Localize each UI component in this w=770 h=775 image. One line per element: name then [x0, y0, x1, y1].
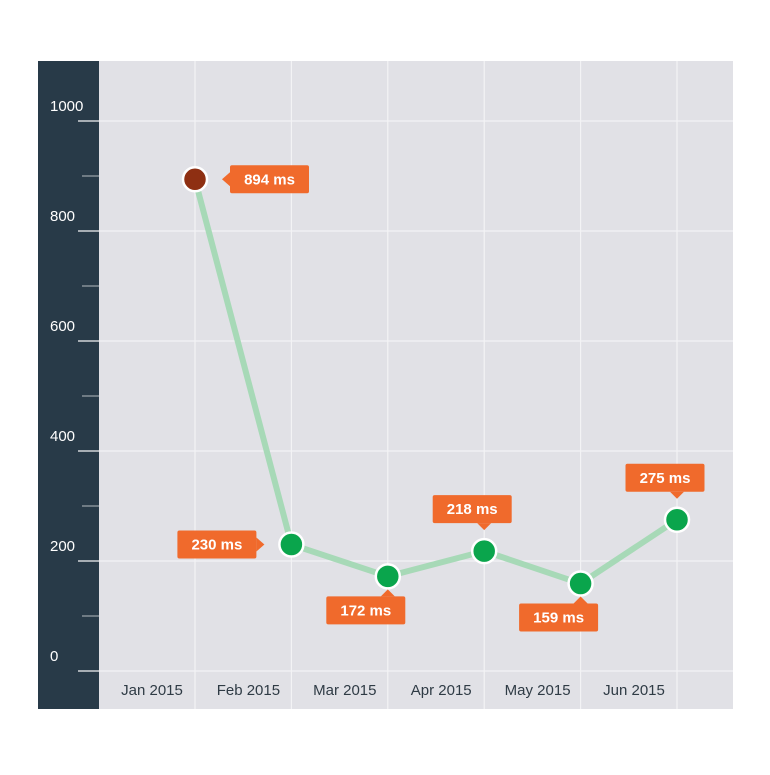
data-point	[374, 563, 402, 590]
data-label-text: 275 ms	[640, 470, 691, 487]
data-labels-layer: 894 ms 230 ms 172 ms 218 ms 159 ms 275 ms	[177, 165, 705, 632]
data-label-pointer	[380, 589, 395, 597]
x-tick-label: Feb 2015	[217, 682, 280, 699]
y-tick-label: 1000	[50, 98, 83, 115]
data-label: 894 ms	[222, 165, 309, 194]
data-label: 275 ms	[625, 463, 705, 499]
data-label-box	[519, 603, 599, 632]
series-line	[192, 176, 680, 587]
data-label-text: 230 ms	[191, 537, 242, 554]
y-tick-label: 200	[50, 538, 75, 555]
x-tick-label: Apr 2015	[411, 682, 472, 699]
x-tick-label: Mar 2015	[313, 682, 376, 699]
y-tick-label: 400	[50, 428, 75, 445]
data-label-text: 894 ms	[244, 171, 295, 188]
data-label-pointer	[670, 491, 684, 499]
data-label-box	[326, 596, 406, 625]
data-label-box	[432, 495, 512, 524]
x-tick-label: Jun 2015	[603, 682, 665, 699]
grid-layer	[78, 61, 733, 709]
data-label-text: 218 ms	[447, 501, 498, 518]
y-tick-label: 800	[50, 208, 75, 225]
data-label-box	[625, 463, 705, 492]
data-label-box	[230, 165, 309, 194]
data-label-text: 159 ms	[533, 610, 584, 627]
data-label: 172 ms	[326, 589, 406, 625]
data-label-text: 172 ms	[340, 602, 391, 619]
x-tick-label: May 2015	[505, 682, 571, 699]
data-label-pointer	[573, 596, 588, 604]
data-label: 230 ms	[177, 530, 265, 559]
data-label-pointer	[256, 537, 265, 552]
x-axis: Jan 2015 Feb 2015 Mar 2015 Apr 2015 May 2015…	[121, 682, 665, 699]
y-tick-label: 600	[50, 318, 75, 335]
data-label-pointer	[222, 172, 230, 187]
data-label-box	[177, 530, 257, 559]
y-tick-label: 0	[50, 648, 58, 665]
points-layer	[181, 166, 691, 597]
data-point	[181, 166, 209, 193]
data-label: 218 ms	[432, 495, 512, 531]
y-axis-band	[38, 61, 99, 709]
data-label: 159 ms	[519, 596, 599, 632]
series-layer	[192, 176, 680, 587]
data-point	[278, 531, 305, 558]
y-axis: 0 200 400 600 800 1000	[50, 98, 83, 665]
data-point	[567, 570, 594, 597]
x-tick-label: Jan 2015	[121, 682, 183, 699]
data-point	[470, 537, 498, 565]
data-point	[663, 506, 691, 533]
data-label-pointer	[477, 523, 492, 531]
